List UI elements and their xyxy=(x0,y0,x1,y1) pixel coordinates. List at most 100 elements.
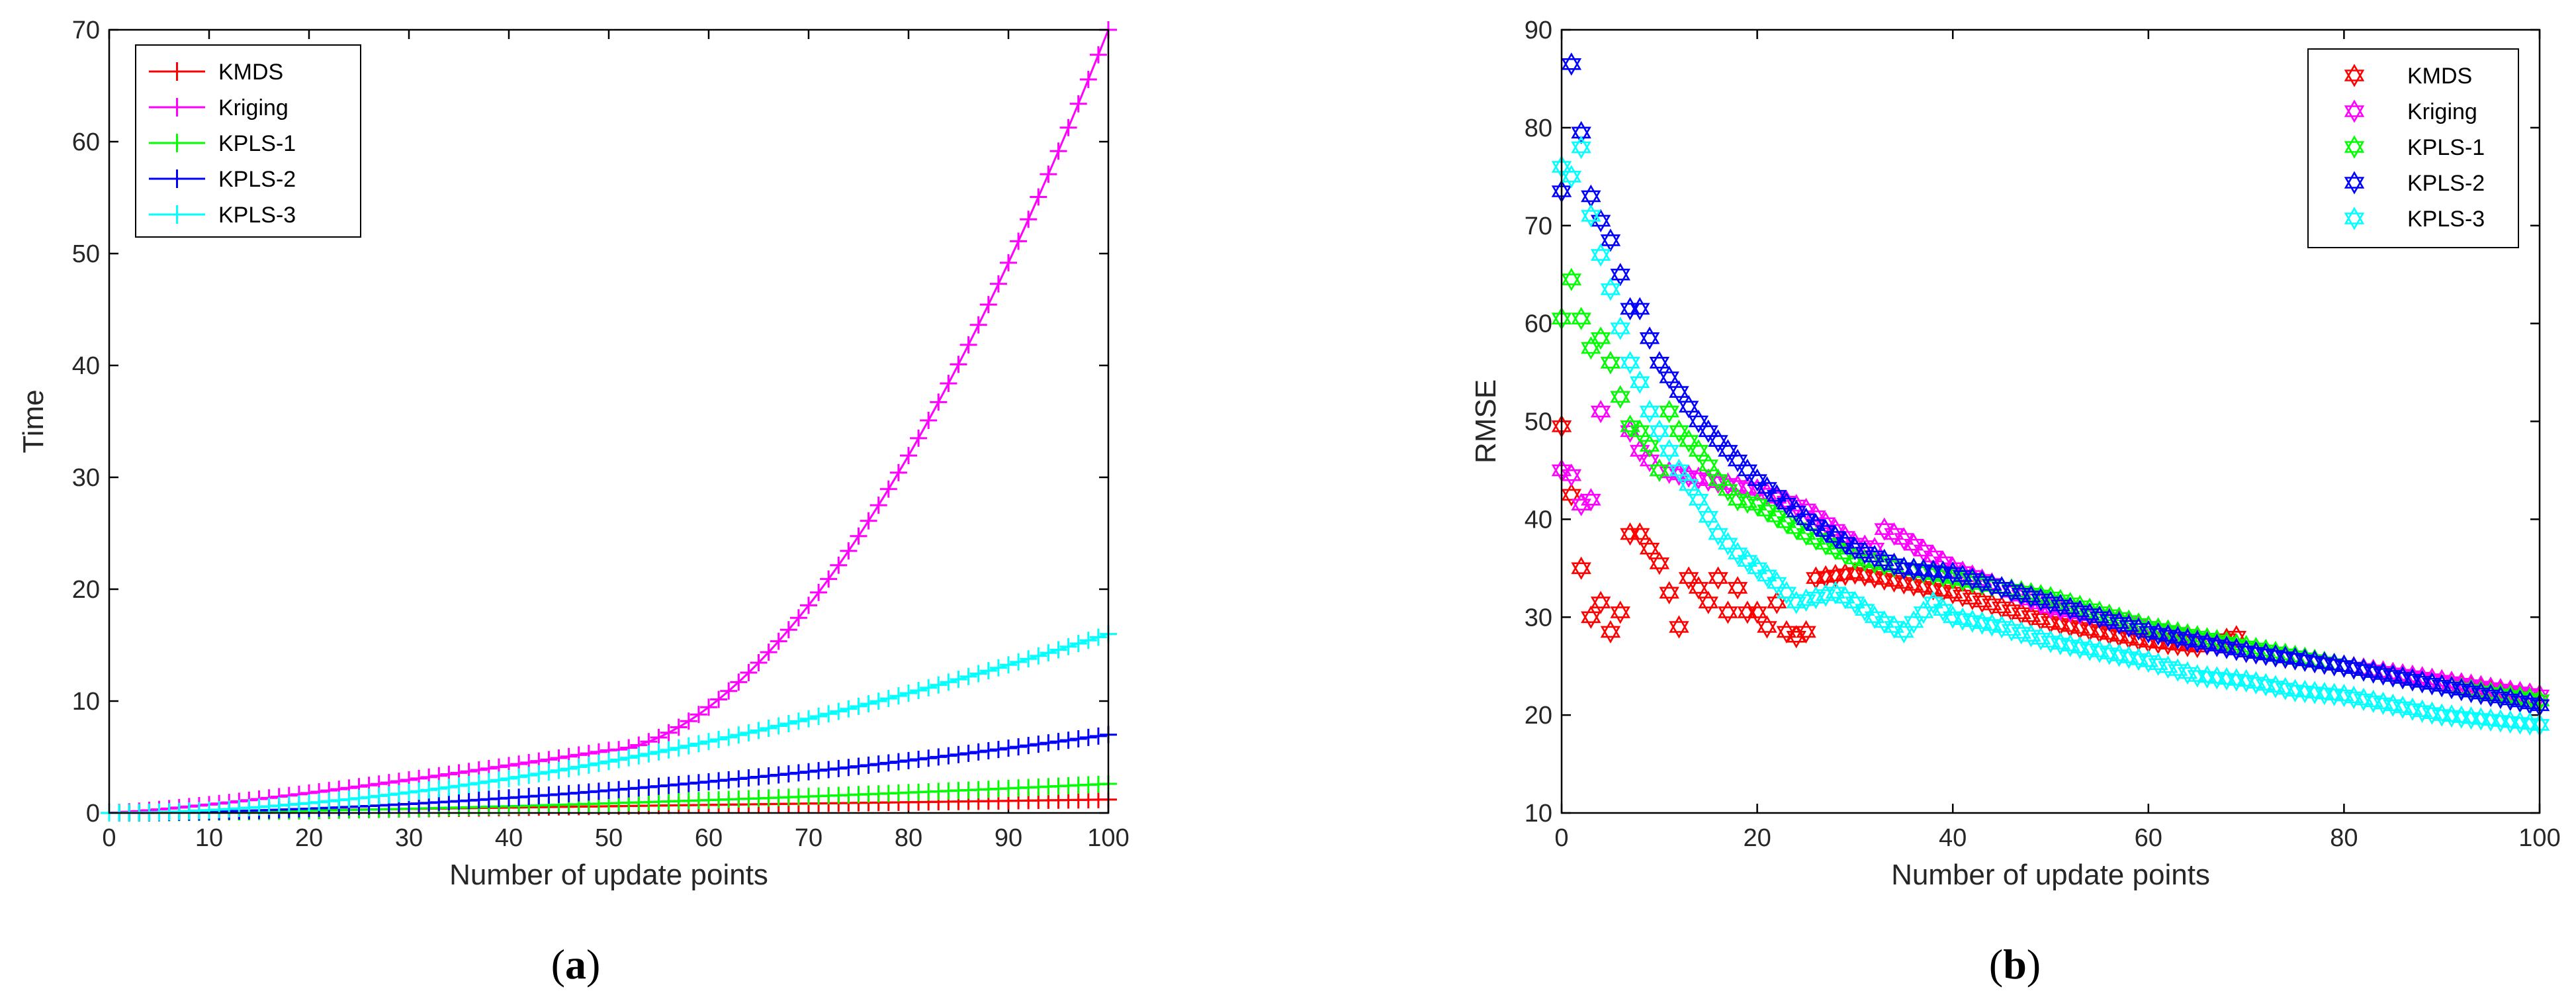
data-point-hexagram xyxy=(1571,307,1591,330)
data-point-hexagram xyxy=(1659,400,1679,424)
data-point-plus xyxy=(979,296,997,314)
data-point-hexagram xyxy=(1708,566,1728,590)
data-point-plus xyxy=(779,765,797,783)
legend-marker xyxy=(167,205,187,224)
data-point-plus xyxy=(989,659,1007,677)
caption-close: ) xyxy=(586,941,600,988)
legend-entry-kpls-1: KPLS-1 xyxy=(2344,135,2485,160)
data-point-plus xyxy=(350,789,368,807)
data-point-plus xyxy=(720,682,738,700)
legend-label: Kriging xyxy=(2407,99,2477,124)
data-point-hexagram xyxy=(1561,267,1582,291)
data-point-hexagram xyxy=(1590,326,1611,350)
data-point-hexagram xyxy=(1581,605,1601,629)
data-point-hexagram xyxy=(1747,493,1767,516)
data-point-hexagram xyxy=(1649,551,1670,575)
data-point-plus xyxy=(930,393,948,411)
data-point-hexagram xyxy=(1620,522,1640,546)
caption-open: ( xyxy=(1989,941,2003,988)
data-point-plus xyxy=(1020,737,1038,755)
data-point-plus xyxy=(620,749,638,767)
data-point-plus xyxy=(670,739,688,757)
x-axis-title: Number of update points xyxy=(1891,859,2210,891)
data-point-plus xyxy=(630,747,648,765)
data-point-hexagram xyxy=(2461,706,2481,730)
data-point-hexagram xyxy=(1825,537,1846,561)
legend-entry-kpls-3: KPLS-3 xyxy=(149,203,296,228)
legend-marker xyxy=(167,98,187,117)
legend-entry-kpls-2: KPLS-2 xyxy=(2344,171,2485,196)
data-point-hexagram xyxy=(1678,473,1699,497)
data-point-hexagram xyxy=(1894,620,1914,643)
data-point-hexagram xyxy=(1610,316,1630,340)
data-point-plus xyxy=(470,774,488,792)
data-point-plus xyxy=(750,654,768,672)
panel-caption: (a) xyxy=(551,941,601,988)
data-point-plus xyxy=(580,756,598,774)
data-point-plus xyxy=(910,681,928,699)
data-point-hexagram xyxy=(1913,600,1934,624)
data-point-hexagram xyxy=(1620,297,1640,320)
data-point-plus xyxy=(850,757,867,775)
caption-open: ( xyxy=(551,941,565,988)
data-point-hexagram xyxy=(1835,586,1855,610)
data-point-plus xyxy=(1030,647,1047,665)
data-point-plus xyxy=(879,690,897,708)
x-tick-label: 20 xyxy=(295,824,323,852)
data-point-hexagram xyxy=(1659,439,1679,463)
data-point-hexagram xyxy=(1737,458,1758,482)
data-point-hexagram xyxy=(1571,120,1591,144)
data-point-hexagram xyxy=(1571,135,1591,160)
legend-entry-kmds: KMDS xyxy=(149,60,283,85)
data-point-hexagram xyxy=(1561,463,1582,487)
data-point-plus xyxy=(810,762,828,780)
data-point-plus xyxy=(1030,736,1047,753)
x-tick-label: 0 xyxy=(1554,824,1568,852)
axes-box xyxy=(108,28,1110,814)
data-point-plus xyxy=(750,768,768,786)
data-point-plus xyxy=(650,743,668,761)
legend-marker xyxy=(167,169,187,188)
data-point-plus xyxy=(810,708,828,726)
data-point-plus xyxy=(660,724,678,741)
data-point-plus xyxy=(530,765,548,783)
data-point-hexagram xyxy=(2471,707,2491,731)
data-point-plus xyxy=(1089,628,1107,646)
data-point-plus xyxy=(900,751,917,769)
data-point-plus xyxy=(779,714,797,732)
data-point-hexagram xyxy=(1747,556,1767,580)
data-point-plus xyxy=(700,698,717,716)
data-point-plus xyxy=(1000,254,1017,271)
legend-marker xyxy=(2344,171,2365,195)
data-point-hexagram xyxy=(1864,605,1885,629)
data-point-plus xyxy=(830,702,848,720)
x-tick-label: 0 xyxy=(102,824,116,852)
x-tick-label: 100 xyxy=(1087,824,1129,852)
data-point-plus xyxy=(730,726,748,744)
data-point-hexagram xyxy=(1766,571,1787,595)
data-point-hexagram xyxy=(1639,434,1660,458)
data-point-hexagram xyxy=(1571,556,1591,580)
data-point-plus xyxy=(370,787,388,805)
data-point-plus xyxy=(789,609,807,627)
data-point-hexagram xyxy=(1590,591,1611,614)
data-point-hexagram xyxy=(2519,712,2540,736)
data-point-plus xyxy=(820,761,838,779)
data-point-hexagram xyxy=(1708,522,1728,546)
data-point-hexagram xyxy=(2451,705,2472,729)
y-axis-title: RMSE xyxy=(1470,379,1502,463)
x-tick-label: 90 xyxy=(995,824,1022,852)
data-point-hexagram xyxy=(1600,351,1621,375)
y-tick-label: 70 xyxy=(72,17,100,44)
data-point-plus xyxy=(820,705,838,723)
data-point-plus xyxy=(430,780,448,798)
data-point-plus xyxy=(989,741,1007,759)
data-point-plus xyxy=(869,755,887,773)
y-tick-label: 70 xyxy=(1525,213,1552,240)
data-point-plus xyxy=(920,679,938,696)
series-kpls-3 xyxy=(1551,135,2550,737)
y-tick-label: 60 xyxy=(1525,310,1552,338)
data-point-plus xyxy=(979,742,997,760)
data-point-hexagram xyxy=(1659,365,1679,389)
panel-b-rmse-chart: 0 20 40 60 80 100 10 20 30 40 50 60 70 80 90 Number of … xyxy=(1470,17,2561,988)
